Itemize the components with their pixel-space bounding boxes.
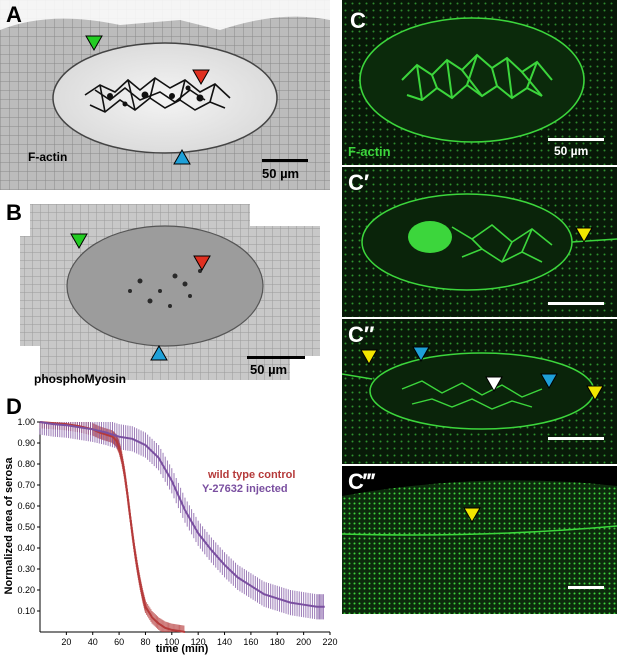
panel-c-prime-yellow-arrow-icon <box>575 227 593 244</box>
y-tick-label: 0.50 <box>17 522 35 532</box>
chart-tick-labels: 20 40 60 80 100 120 140 160 180 200 220 0.10 0.20 0.3… <box>17 417 337 647</box>
panel-c-triple-prime-label: C‴ <box>348 469 375 494</box>
panel-c-stain-label: F-actin <box>348 144 391 159</box>
panel-c-triple-prime-scale-bar <box>568 586 604 589</box>
panel-c-scale-bar <box>548 138 604 141</box>
panel-c-double-prime-scale-bar <box>548 437 604 440</box>
y-tick-label: 0.70 <box>17 480 35 490</box>
legend-wild-type: wild type control <box>207 469 295 481</box>
x-tick-label: 100 <box>164 637 179 647</box>
panel-c-scale-label: 50 µm <box>554 144 589 158</box>
chart-series-lines <box>39 421 325 633</box>
y-tick-label: 0.10 <box>17 606 35 616</box>
panel-b-label: B <box>6 200 22 225</box>
x-tick-label: 160 <box>243 637 258 647</box>
panel-c-double-prime-blue-arrow-left-icon <box>412 346 430 363</box>
panel-c-double-prime-yellow-arrow-left-icon <box>360 349 378 366</box>
legend-y27632: Y-27632 injected <box>202 483 288 495</box>
y-tick-label: 0.80 <box>17 459 35 469</box>
x-tick-label: 80 <box>140 637 150 647</box>
panel-c-prime-label: C′ <box>348 170 370 195</box>
panel-a-green-arrow-icon <box>85 35 103 52</box>
x-tick-label: 220 <box>322 637 337 647</box>
x-tick-label: 120 <box>191 637 206 647</box>
panel-c-double-prime-white-arrow-icon <box>485 376 503 393</box>
y-tick-label: 0.20 <box>17 585 35 595</box>
panel-c-double-prime-fluorescence <box>342 319 617 464</box>
panel-b-red-arrow-icon <box>193 255 211 272</box>
y-tick-label: 0.90 <box>17 438 35 448</box>
panel-c-label: C <box>350 8 366 33</box>
y-tick-label: 0.30 <box>17 564 35 574</box>
serosa-area-line-chart: 20 40 60 80 100 120 140 160 180 200 220 0.10 0.20 0.3… <box>3 417 338 655</box>
panel-a-label: A <box>6 2 22 27</box>
x-tick-label: 40 <box>88 637 98 647</box>
panel-b-green-arrow-icon <box>70 233 88 250</box>
panel-d-label: D <box>6 394 22 419</box>
panel-c-double-prime-blue-arrow-right-icon <box>540 373 558 390</box>
panel-c-prime-scale-bar <box>548 302 604 305</box>
panel-b-scale-bar <box>247 356 305 359</box>
panel-a-red-arrow-icon <box>192 69 210 86</box>
panel-c-triple-prime-yellow-arrow-icon <box>463 507 481 524</box>
panel-b-scale-label: 50 µm <box>250 362 288 377</box>
y-tick-label: 1.00 <box>17 417 35 427</box>
panel-a-factin-micrograph <box>0 0 330 190</box>
panel-c-double-prime-yellow-arrow-right-icon <box>586 385 604 402</box>
panel-b-blue-arrow-icon <box>150 344 168 361</box>
panel-c-factin-fluorescence <box>342 0 617 165</box>
panel-c-double-prime-label: C″ <box>348 322 375 347</box>
x-tick-label: 200 <box>296 637 311 647</box>
y-tick-label: 0.60 <box>17 501 35 511</box>
x-tick-label: 60 <box>114 637 124 647</box>
panel-c-triple-prime-fluorescence <box>342 466 617 614</box>
panel-c-prime-fluorescence <box>342 167 617 317</box>
panel-b-stain-label: phosphoMyosin <box>34 372 126 386</box>
series-line-y27632 <box>39 421 325 608</box>
x-tick-label: 20 <box>61 637 71 647</box>
x-tick-label: 140 <box>217 637 232 647</box>
panel-a-blue-arrow-icon <box>173 148 191 165</box>
x-tick-label: 180 <box>270 637 285 647</box>
x-axis-label: time (min) <box>156 643 209 655</box>
panel-a-scale-bar <box>262 159 308 162</box>
y-axis-label: Normalized area of serosa <box>3 457 15 595</box>
panel-a-scale-label: 50 µm <box>262 166 300 181</box>
panel-a-stain-label: F-actin <box>28 150 68 164</box>
y-tick-label: 0.40 <box>17 543 35 553</box>
